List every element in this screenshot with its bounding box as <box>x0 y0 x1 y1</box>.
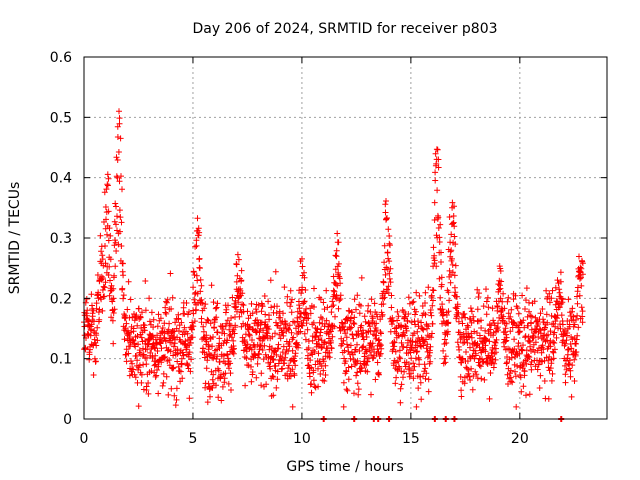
y-tick-label: 0.4 <box>50 171 72 187</box>
axis-ticks: 0 5 10 15 20 0 0.1 0.2 0.3 0.4 0.5 0.6 <box>50 50 607 447</box>
y-tick-label: 0.2 <box>50 291 72 307</box>
y-tick-label: 0.1 <box>50 352 72 368</box>
y-tick-label: 0.3 <box>50 231 72 247</box>
chart-title: Day 206 of 2024, SRMTID for receiver p80… <box>192 21 497 37</box>
y-axis-label: SRMTID / TECUs <box>7 182 23 295</box>
x-tick-label: 20 <box>511 431 529 447</box>
x-tick-label: 0 <box>80 431 89 447</box>
x-tick-label: 15 <box>402 431 420 447</box>
y-tick-label: 0.6 <box>50 50 72 66</box>
x-tick-label: 10 <box>293 431 311 447</box>
x-axis-label: GPS time / hours <box>286 459 403 475</box>
y-tick-label: 0.5 <box>50 110 72 126</box>
y-tick-label: 0 <box>63 412 72 428</box>
x-tick-label: 5 <box>188 431 197 447</box>
